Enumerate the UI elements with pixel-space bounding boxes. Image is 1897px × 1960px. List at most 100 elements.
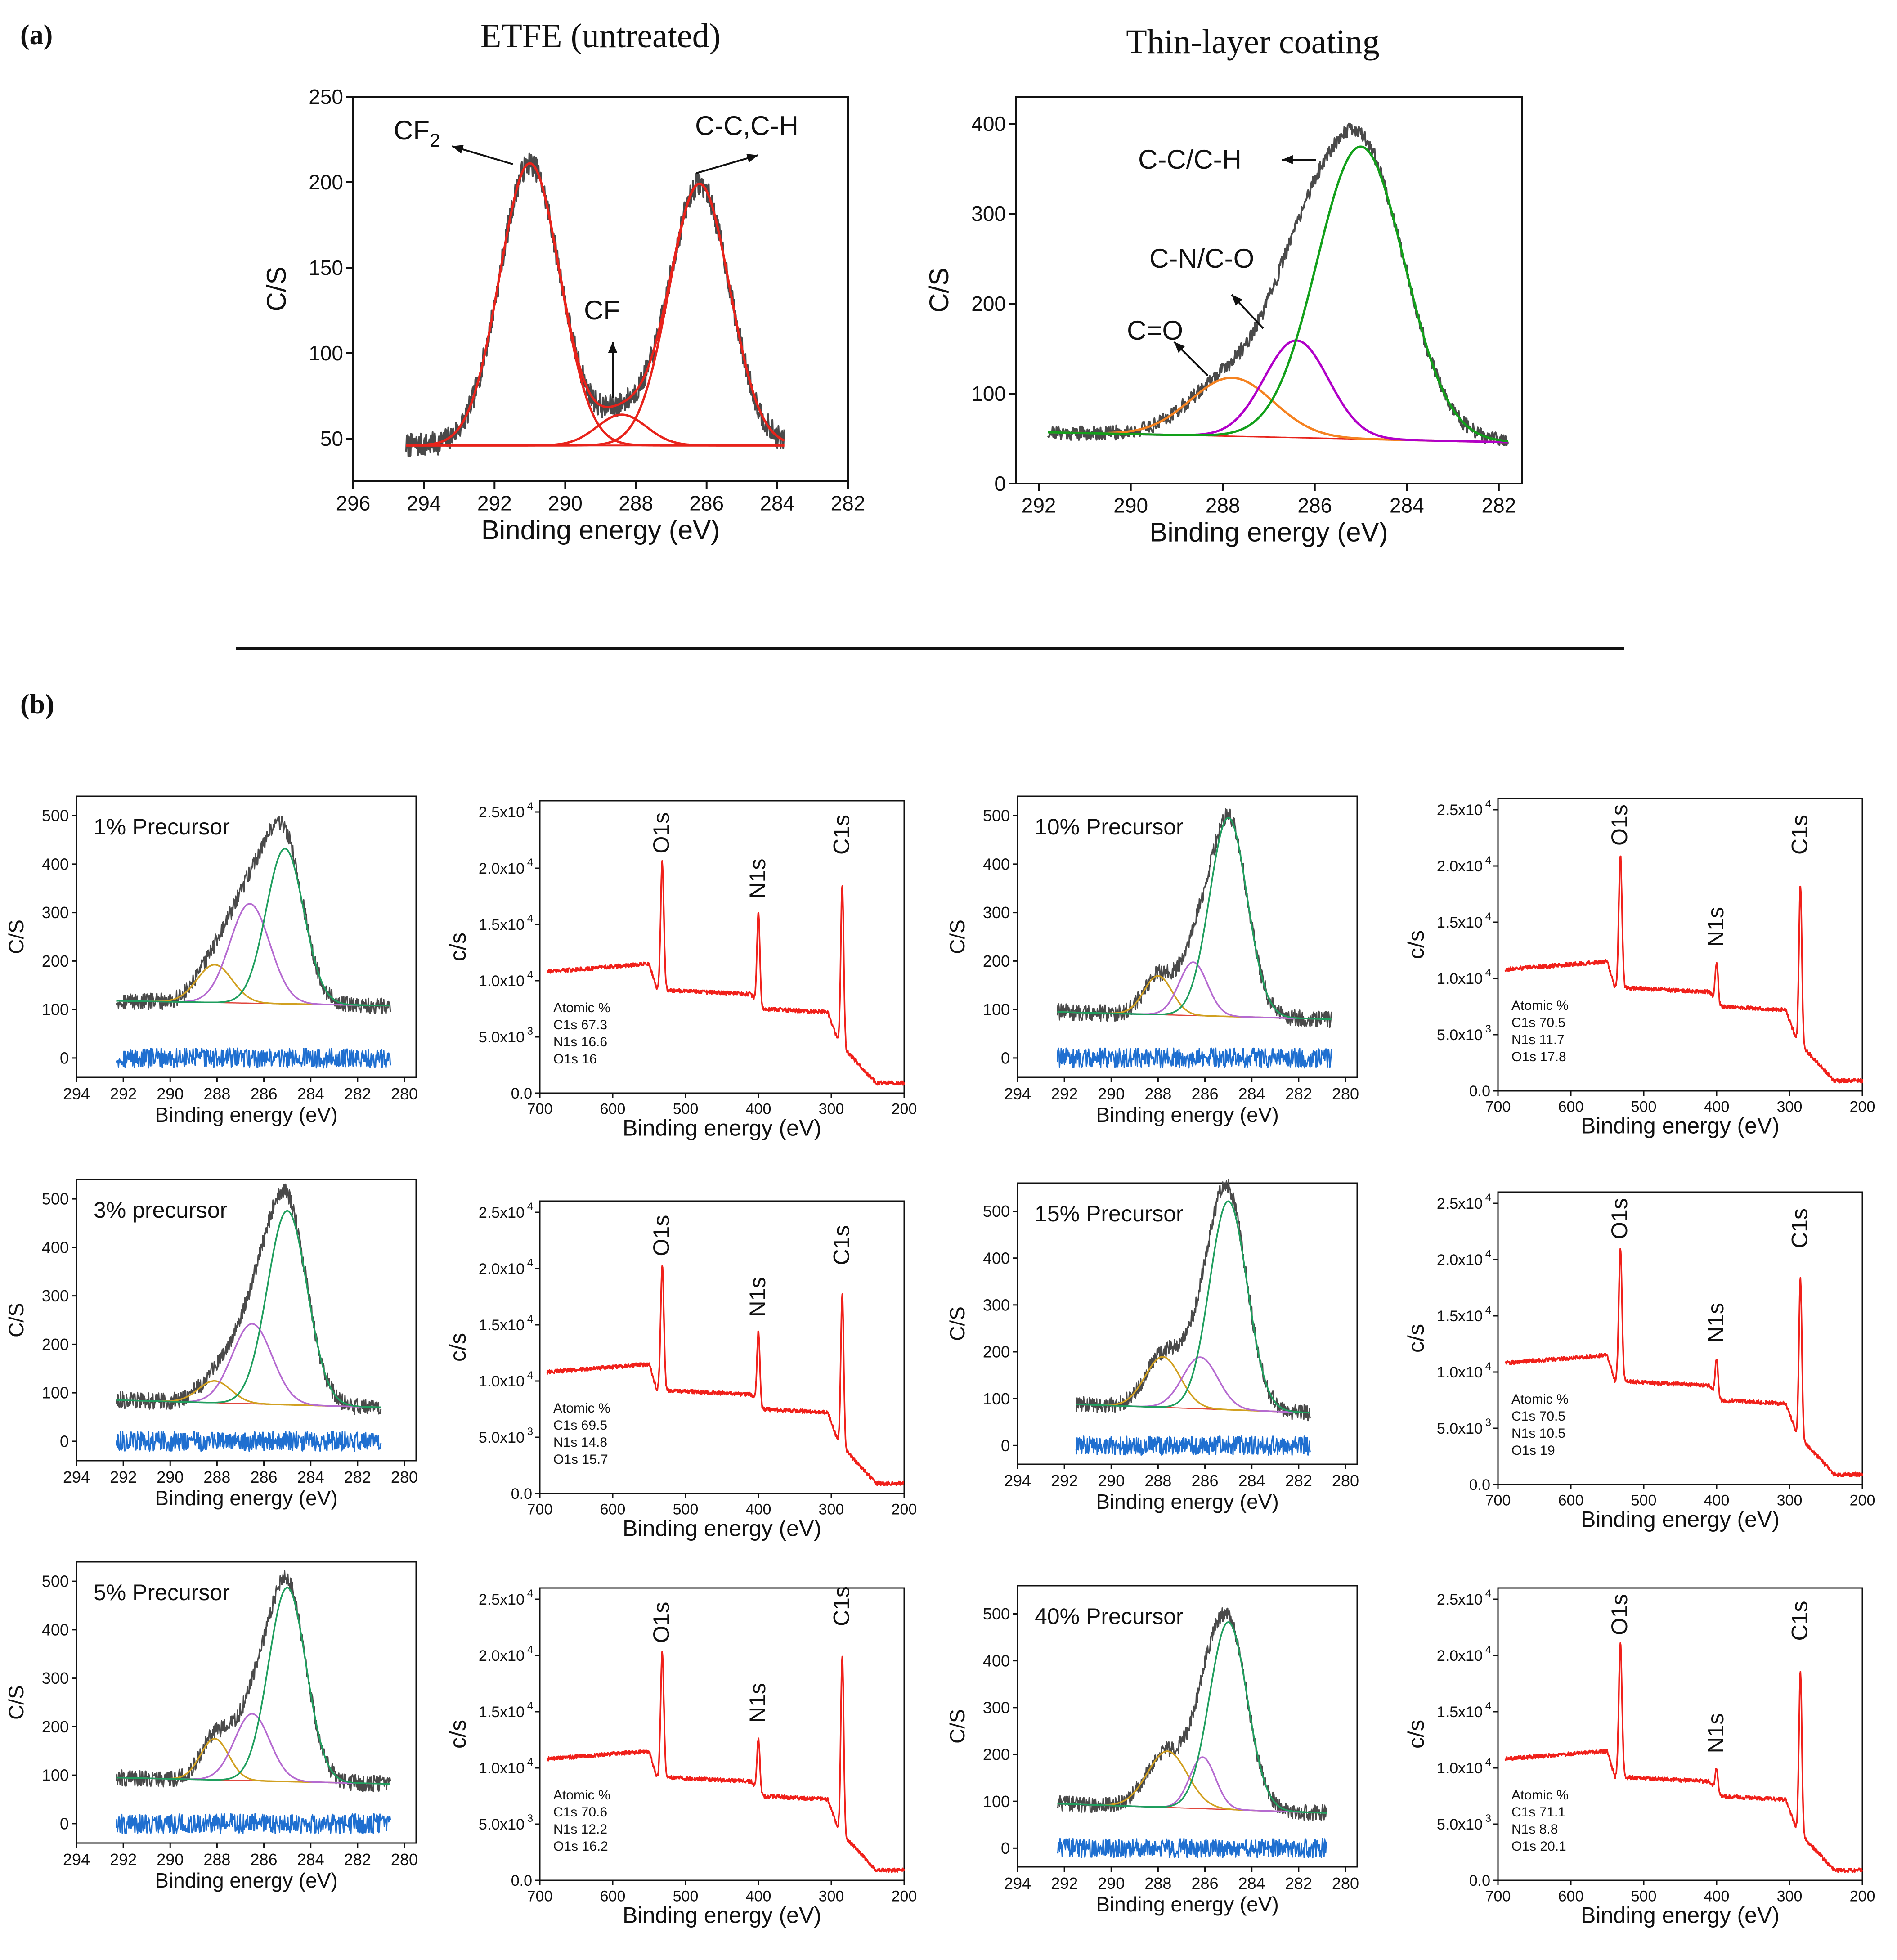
raw-spectrum-line xyxy=(1057,808,1332,1028)
annotation-CC-CH: C-C/C-H xyxy=(1138,144,1242,175)
y-tick-exponent: 4 xyxy=(1485,1588,1491,1600)
y-tick-exponent: 4 xyxy=(527,1700,533,1712)
x-tick-label: 290 xyxy=(1098,1471,1125,1490)
x-tick-label: 286 xyxy=(689,491,724,515)
x-tick-label: 300 xyxy=(1777,1888,1803,1905)
x-tick-label: 700 xyxy=(527,1101,553,1118)
peak-label-N1s: N1s xyxy=(745,1683,770,1723)
x-axis-label: Binding energy (eV) xyxy=(1096,1490,1279,1513)
plot-frame xyxy=(539,1200,905,1494)
x-tick-label: 500 xyxy=(673,1888,699,1905)
survey-spectrum-line xyxy=(1504,1247,1863,1477)
x-tick-label: 600 xyxy=(600,1501,626,1518)
x-tick-label: 288 xyxy=(1144,1874,1171,1893)
x-axis-label: Binding energy (eV) xyxy=(1581,1902,1780,1928)
y-axis-label: C/S xyxy=(946,919,969,954)
annotation-CF: CF xyxy=(584,295,620,325)
y-tick-exponent: 4 xyxy=(1485,1644,1491,1656)
x-tick-label: 294 xyxy=(1004,1085,1031,1103)
x-tick-label: 294 xyxy=(1004,1874,1031,1893)
y-tick-exponent: 4 xyxy=(1485,1756,1491,1768)
plot-frame xyxy=(1017,795,1358,1078)
x-tick-label: 282 xyxy=(1481,493,1516,517)
y-axis-label: C/S xyxy=(946,1306,969,1341)
x-tick-label: 400 xyxy=(1704,1492,1730,1509)
y-tick-label: 300 xyxy=(42,903,69,922)
y-tick-label: 5.0x10 xyxy=(1437,1027,1483,1044)
x-tick-label: 286 xyxy=(251,1085,278,1103)
atomic-percent-line: N1s 16.6 xyxy=(553,1035,607,1050)
x-tick-label: 280 xyxy=(1332,1874,1359,1893)
x-tick-label: 282 xyxy=(1285,1085,1312,1103)
x-axis-label: Binding energy (eV) xyxy=(623,1115,821,1140)
peak-label-O1s: O1s xyxy=(1607,1594,1632,1635)
atomic-percent-line: C1s 70.6 xyxy=(553,1805,607,1820)
precursor-label: 15% Precursor xyxy=(1035,1201,1184,1226)
peak-label-N1s: N1s xyxy=(1703,907,1728,947)
y-tick-label: 300 xyxy=(42,1669,69,1687)
x-tick-label: 284 xyxy=(1238,1471,1265,1490)
raw-spectrum-line xyxy=(1047,122,1509,446)
x-tick-label: 290 xyxy=(1098,1874,1125,1893)
x-tick-label: 290 xyxy=(1098,1085,1125,1103)
x-tick-label: 280 xyxy=(391,1468,418,1486)
y-tick-exponent: 4 xyxy=(527,1257,533,1269)
y-tick-label: 1.0x10 xyxy=(479,973,525,990)
x-tick-label: 300 xyxy=(819,1888,844,1905)
x-tick-label: 284 xyxy=(297,1850,324,1869)
x-axis-label: Binding energy (eV) xyxy=(1096,1103,1279,1126)
x-tick-label: 700 xyxy=(1485,1099,1511,1116)
y-tick-label: 0 xyxy=(60,1049,69,1067)
x-tick-label: 600 xyxy=(600,1101,626,1118)
y-axis-label: c/s xyxy=(1404,1324,1429,1353)
y-tick-label: 2.0x10 xyxy=(479,860,525,877)
x-tick-label: 290 xyxy=(548,491,583,515)
y-tick-label: 0 xyxy=(60,1814,69,1833)
x-tick-label: 400 xyxy=(1704,1888,1730,1905)
x-tick-label: 292 xyxy=(110,1468,137,1486)
y-tick-label: 0 xyxy=(994,472,1006,495)
y-tick-label: 300 xyxy=(971,202,1006,225)
arrow-head xyxy=(746,153,758,163)
plot-frame xyxy=(1017,1182,1358,1465)
y-tick-exponent: 4 xyxy=(1485,967,1491,979)
component-line-green xyxy=(1076,1200,1311,1414)
y-axis-label: C/S xyxy=(4,1685,28,1720)
y-tick-label: 300 xyxy=(983,903,1010,922)
peak-label-O1s: O1s xyxy=(649,812,674,854)
y-axis-label: c/s xyxy=(445,1333,471,1362)
atomic-percent-line: O1s 15.7 xyxy=(553,1452,608,1467)
peak-label-C1s: C1s xyxy=(1787,1601,1812,1641)
peak-label-C1s: C1s xyxy=(1787,815,1812,855)
x-tick-label: 292 xyxy=(1022,493,1056,517)
x-tick-label: 280 xyxy=(391,1850,418,1869)
x-tick-label: 286 xyxy=(251,1468,278,1486)
residual-line xyxy=(1057,1838,1327,1859)
y-tick-label: 100 xyxy=(983,1390,1010,1408)
atomic-percent-line: N1s 14.8 xyxy=(553,1435,607,1450)
x-tick-label: 300 xyxy=(819,1501,844,1518)
atomic-percent-line: C1s 67.3 xyxy=(553,1018,607,1032)
y-tick-label: 100 xyxy=(42,1000,69,1019)
component-line-green xyxy=(1057,817,1332,1020)
x-axis-label: Binding energy (eV) xyxy=(1096,1893,1279,1916)
y-tick-label: 5.0x10 xyxy=(1437,1816,1483,1833)
y-tick-label: 50 xyxy=(320,427,343,450)
y-tick-label: 1.0x10 xyxy=(1437,970,1483,987)
x-tick-label: 500 xyxy=(1631,1099,1657,1116)
annotation-CN-CO: C-N/C-O xyxy=(1149,243,1254,274)
chart-title: ETFE (untreated) xyxy=(480,17,721,55)
x-tick-label: 292 xyxy=(1051,1874,1078,1893)
plot-frame xyxy=(76,1561,417,1844)
y-tick-label: 1.5x10 xyxy=(1437,1704,1483,1721)
x-tick-label: 282 xyxy=(344,1085,371,1103)
y-tick-label: 500 xyxy=(983,1202,1010,1220)
y-tick-exponent: 4 xyxy=(527,1756,533,1768)
y-tick-label: 1.0x10 xyxy=(479,1760,525,1777)
y-tick-exponent: 4 xyxy=(527,1644,533,1656)
x-tick-label: 294 xyxy=(407,491,441,515)
x-tick-label: 286 xyxy=(1192,1471,1219,1490)
atomic-percent-line: Atomic % xyxy=(1511,1788,1569,1803)
y-tick-label: 400 xyxy=(42,1620,69,1639)
x-tick-label: 292 xyxy=(477,491,512,515)
